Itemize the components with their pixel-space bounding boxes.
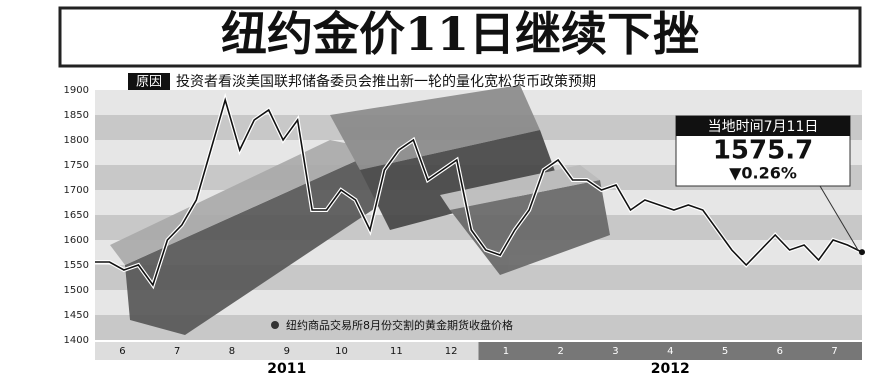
x-tick-label: 6 <box>777 346 783 357</box>
y-tick-label: 1550 <box>64 260 89 271</box>
year-label: 2012 <box>651 361 690 377</box>
plot <box>95 92 865 290</box>
x-tick-label: 11 <box>390 346 403 357</box>
y-tick-label: 1650 <box>64 210 89 221</box>
title-frame <box>58 6 862 68</box>
x-tick-label: 9 <box>284 346 290 357</box>
y-tick-label: 1750 <box>64 160 89 171</box>
y-tick-label: 1600 <box>64 235 89 246</box>
y-tick-label: 1400 <box>64 335 89 346</box>
year-label: 2011 <box>267 361 306 377</box>
x-tick-label: 7 <box>831 346 837 357</box>
y-tick-label: 1700 <box>64 185 89 196</box>
y-tick-label: 1850 <box>64 110 89 121</box>
grid-band <box>95 315 862 340</box>
x-tick-label: 4 <box>667 346 673 357</box>
last-point <box>859 249 865 256</box>
month-unit: 月 <box>863 345 873 357</box>
x-tick-label: 7 <box>174 346 180 357</box>
y-tick-label: 1800 <box>64 135 89 146</box>
x-tick-label: 3 <box>612 346 618 357</box>
callout-value: 1575.7 <box>713 136 813 166</box>
callout-change: ▼0.26% <box>729 164 797 183</box>
legend-label: 纽约商品交易所8月份交割的黄金期货收盘价格 <box>286 318 513 332</box>
x-tick-label: 6 <box>119 346 125 357</box>
y-tick-label: 1450 <box>64 310 89 321</box>
x-tick-label: 5 <box>722 346 728 357</box>
gold-bars <box>110 85 610 335</box>
x-tick-label: 1 <box>503 346 509 357</box>
x-tick-label: 2 <box>557 346 563 357</box>
legend-marker <box>271 321 279 329</box>
month-axis-year2 <box>478 342 862 360</box>
subtitle-tag: 原因 <box>136 75 162 90</box>
subtitle: 投资者看淡美国联邦储备委员会推出新一轮的量化宽松货币政策预期 <box>176 73 596 90</box>
chart-title: 纽约金价11日继续下挫 <box>221 7 699 61</box>
subtitle-tag-bg <box>128 73 170 90</box>
callout-pointer <box>819 185 859 251</box>
callout-date: 当地时间7月11日 <box>708 119 819 135</box>
y-tick-label: 1900 <box>64 85 89 96</box>
x-tick-label: 10 <box>335 346 348 357</box>
callout-date-bg <box>676 116 850 136</box>
x-tick-label: 12 <box>445 346 458 357</box>
x-tick-label: 8 <box>229 346 235 357</box>
y-tick-label: 1500 <box>64 285 89 296</box>
price-line <box>95 97 863 287</box>
